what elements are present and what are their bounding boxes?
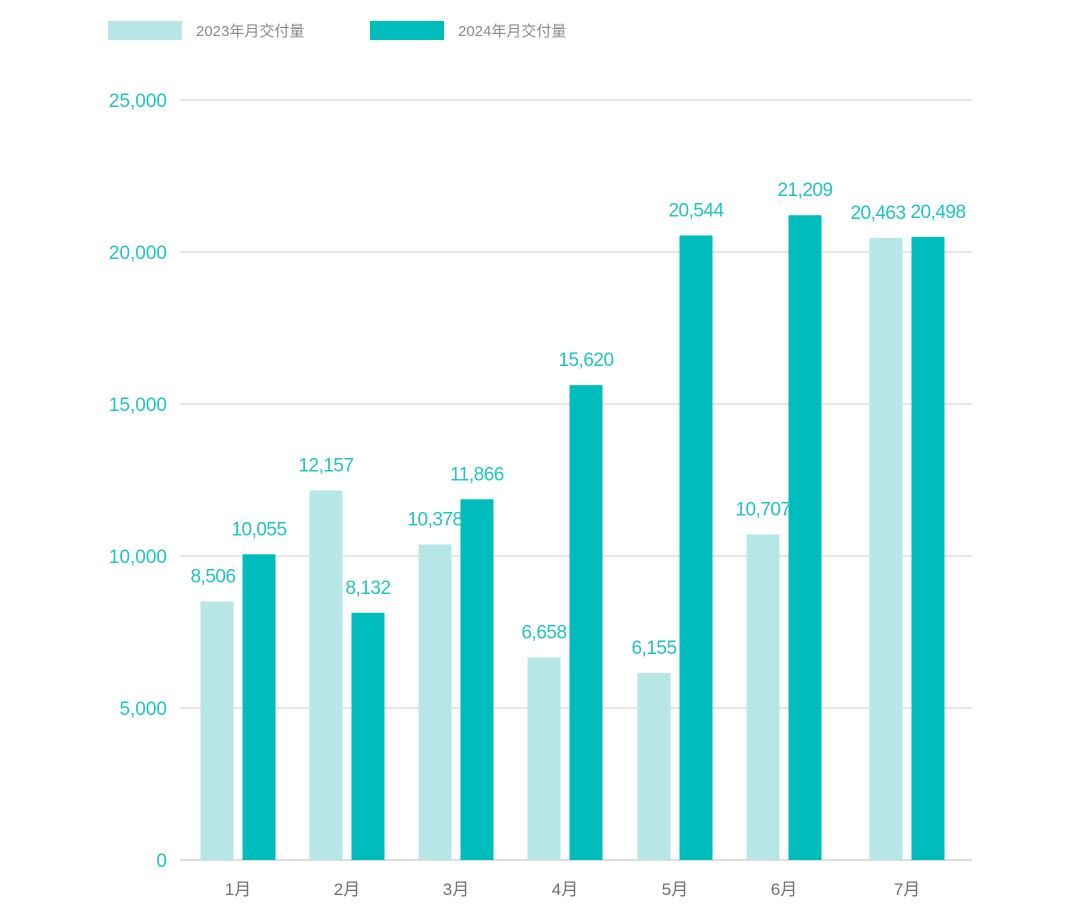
bar-2024-6	[788, 215, 822, 860]
x-tick-label: 1月	[225, 880, 251, 899]
data-label: 21,209	[777, 180, 832, 201]
data-label: 10,055	[231, 519, 286, 540]
bar-2024-5	[679, 235, 713, 860]
data-label: 12,157	[298, 455, 353, 476]
y-tick-label: 10,000	[109, 547, 167, 568]
bars	[200, 215, 945, 861]
bar-2023-4	[527, 657, 561, 860]
y-tick-label: 0	[156, 851, 167, 872]
bar-2023-7	[869, 237, 903, 860]
bar-2024-7	[911, 236, 945, 861]
legend-label-2: 2024年月交付量	[458, 22, 566, 40]
y-tick-label: 25,000	[109, 91, 167, 112]
x-tick-label: 7月	[894, 880, 920, 899]
bar-2023-1	[200, 601, 234, 860]
bar-2024-1	[242, 554, 276, 860]
data-label: 20,544	[668, 200, 724, 221]
data-label: 20,463	[850, 203, 905, 224]
x-tick-label: 2月	[334, 880, 360, 899]
data-label: 8,506	[190, 566, 235, 587]
data-labels: 8,506 10,055 12,157 8,132 10,378 11,866 6,658 1…	[190, 180, 966, 659]
legend-swatch-2	[370, 21, 444, 40]
bar-2023-3	[418, 544, 452, 860]
data-label: 6,155	[631, 638, 676, 659]
x-tick-label: 5月	[662, 880, 688, 899]
data-label: 10,378	[407, 510, 462, 531]
bar-2023-5	[637, 672, 671, 860]
data-label: 20,498	[910, 202, 965, 223]
data-label: 15,620	[558, 350, 613, 371]
bar-2024-2	[351, 612, 385, 860]
bar-2023-2	[309, 490, 343, 860]
legend-swatch-1	[108, 21, 182, 40]
bar-2024-3	[460, 499, 494, 860]
data-label: 8,132	[345, 578, 390, 599]
legend-label-1: 2023年月交付量	[196, 22, 304, 40]
data-label: 10,707	[735, 500, 790, 521]
y-tick-label: 20,000	[109, 243, 167, 264]
bar-2023-6	[746, 534, 780, 860]
x-tick-label: 4月	[552, 880, 578, 899]
y-tick-label: 15,000	[109, 395, 167, 416]
x-axis-ticks: 1月 2月 3月 4月 5月 6月 7月	[225, 880, 920, 899]
data-label: 6,658	[521, 623, 566, 644]
data-label: 11,866	[450, 464, 504, 485]
x-tick-label: 3月	[443, 880, 469, 899]
legend: 2023年月交付量 2024年月交付量	[108, 21, 566, 40]
x-tick-label: 6月	[771, 880, 797, 899]
y-tick-label: 5,000	[119, 699, 167, 720]
y-axis-ticks: 0 5,000 10,000 15,000 20,000 25,000	[109, 91, 167, 872]
bar-2024-4	[569, 385, 603, 860]
